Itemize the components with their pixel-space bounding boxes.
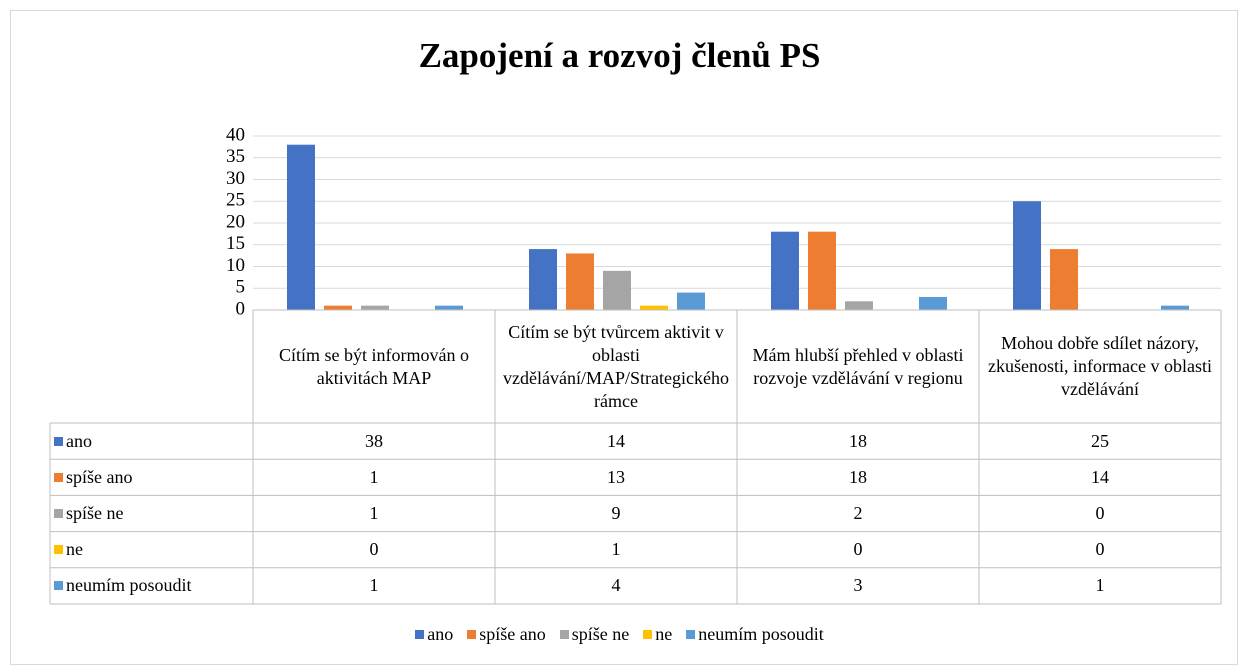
series-name: spíše ne <box>66 502 124 523</box>
legend-key <box>559 630 569 639</box>
y-tick-label: 35 <box>226 146 245 167</box>
table-row-header: spíše ne <box>50 495 253 531</box>
legend-key <box>686 630 696 639</box>
y-tick-label: 0 <box>236 298 246 319</box>
bar <box>287 144 315 310</box>
y-tick-label: 40 <box>226 124 245 145</box>
category-label: Cítím se být tvůrcem aktivit v oblasti v… <box>503 321 729 411</box>
y-tick-label: 30 <box>226 168 245 189</box>
bar <box>677 292 705 310</box>
table-value: 4 <box>611 575 621 596</box>
legend-item: ano <box>415 624 453 645</box>
bar <box>435 305 463 310</box>
table-row-header: neumím posoudit <box>50 568 253 604</box>
legend-label: ano <box>427 624 454 644</box>
legend-key <box>54 508 63 518</box>
bar <box>1050 249 1078 310</box>
table-value: 1 <box>611 539 621 560</box>
legend-item: spíše ano <box>467 624 546 645</box>
table-value: 9 <box>611 502 621 523</box>
table-value: 2 <box>853 502 863 523</box>
table-value: 13 <box>607 466 625 487</box>
legend-key <box>467 630 477 639</box>
category-label: Mám hlubší přehled v oblasti rozvoje vzd… <box>752 344 964 388</box>
bar <box>919 296 947 310</box>
bar <box>603 270 631 310</box>
category-label: Cítím se být informován o aktivitách MAP <box>279 344 469 388</box>
series-name: neumím posoudit <box>66 575 192 596</box>
table-value: 25 <box>1091 430 1109 451</box>
legend-key <box>54 545 63 555</box>
table-value: 0 <box>369 539 379 560</box>
legend-label: ne <box>655 624 673 644</box>
table-value: 0 <box>1095 502 1105 523</box>
y-tick-label: 5 <box>236 277 246 298</box>
bar <box>771 231 799 310</box>
legend-label: spíše ano <box>479 624 546 644</box>
bar <box>361 305 389 310</box>
table-value: 38 <box>365 430 383 451</box>
table-value: 0 <box>1095 539 1105 560</box>
bar <box>1161 305 1189 310</box>
table-row-header: ano <box>50 423 253 459</box>
legend-label: spíše ne <box>571 624 630 644</box>
chart-title: Zapojení a rozvoj členů PS <box>418 36 821 75</box>
legend-key <box>643 630 653 639</box>
series-name: spíše ano <box>66 466 133 487</box>
table-value: 14 <box>1091 466 1109 487</box>
y-tick-label: 25 <box>226 190 245 211</box>
series-name: ne <box>66 539 83 560</box>
table-value: 3 <box>853 575 863 596</box>
table-value: 18 <box>849 430 867 451</box>
bar <box>566 253 594 310</box>
y-tick-label: 15 <box>226 233 245 254</box>
table-row-header: spíše ano <box>50 459 253 495</box>
bar <box>324 305 352 310</box>
table-value: 1 <box>369 466 379 487</box>
chart-frame <box>10 10 1238 665</box>
bar <box>640 305 668 310</box>
legend-key <box>54 581 63 591</box>
legend: ano spíše ano spíše ne ne neumím posoudit <box>0 624 1239 645</box>
y-tick-label: 20 <box>226 211 245 232</box>
category-label: Mohou dobře sdílet názory, zkušenosti, i… <box>988 333 1212 399</box>
table-value: 1 <box>1095 575 1105 596</box>
bar <box>529 249 557 310</box>
legend-key <box>54 472 63 482</box>
legend-label: neumím posoudit <box>698 624 824 644</box>
legend-item: spíše ne <box>559 624 630 645</box>
series-name: ano <box>66 430 92 451</box>
bar <box>808 231 836 310</box>
y-tick-label: 10 <box>226 255 245 276</box>
bar <box>1013 201 1041 310</box>
legend-item: ne <box>643 624 672 645</box>
table-value: 1 <box>369 502 379 523</box>
table-value: 14 <box>607 430 625 451</box>
legend-key <box>54 436 63 446</box>
legend-key <box>415 630 425 639</box>
table-value: 0 <box>853 539 863 560</box>
table-value: 1 <box>369 575 379 596</box>
legend-item: neumím posoudit <box>686 624 824 645</box>
bar <box>845 301 873 310</box>
table-value: 18 <box>849 466 867 487</box>
table-row-header: ne <box>50 532 253 568</box>
